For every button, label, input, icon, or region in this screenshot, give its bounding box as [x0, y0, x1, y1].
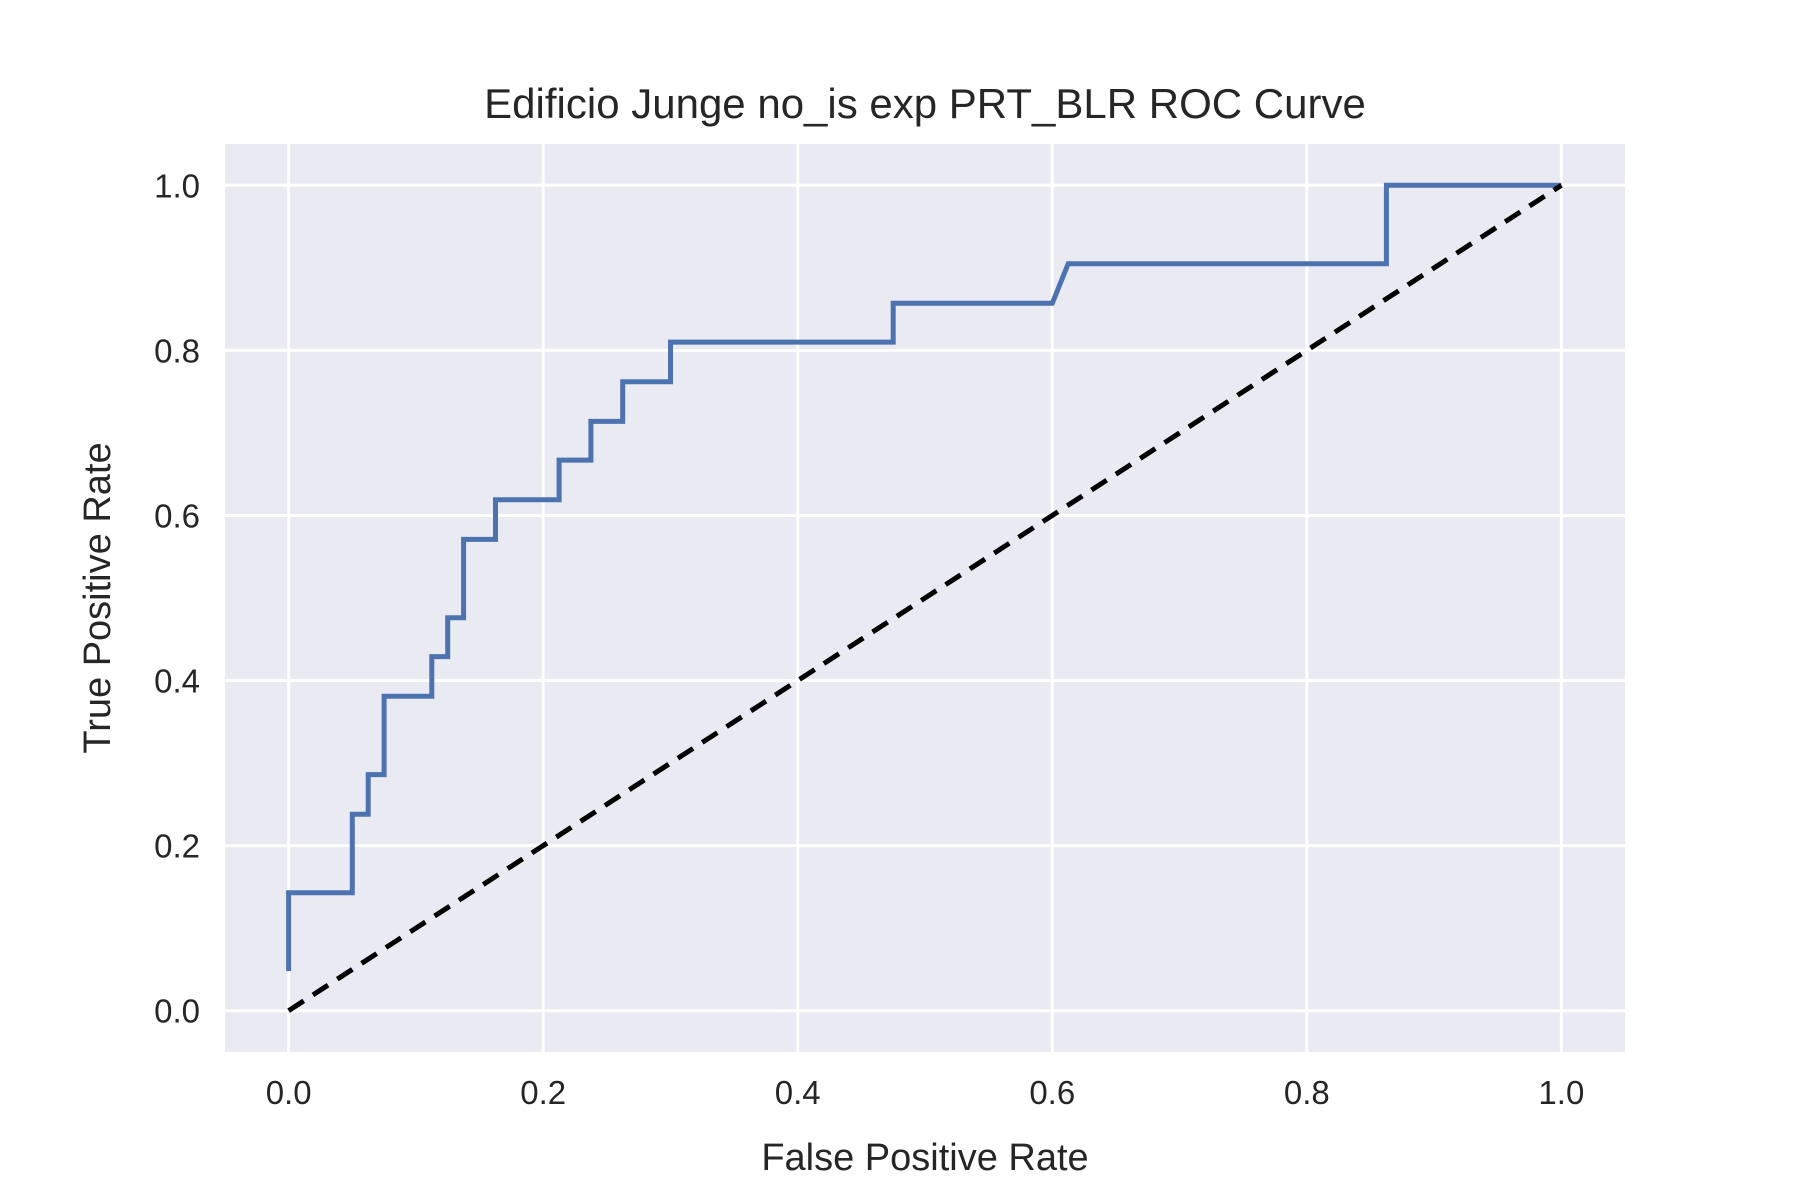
grid-lines: [225, 144, 1625, 1052]
y-tick-label: 0.4: [154, 663, 200, 700]
y-tick-label: 0.6: [154, 497, 200, 534]
y-tick-label: 0.2: [154, 828, 200, 865]
y-axis-label: True Positive Rate: [77, 442, 119, 753]
x-tick-label: 1.0: [1538, 1074, 1584, 1111]
y-tick-label: 0.8: [154, 332, 200, 369]
x-axis-label: False Positive Rate: [761, 1137, 1088, 1179]
tick-labels: 0.0 0.2 0.4 0.6 0.8 1.0 0.0 0.2 0.4 0.6 0.8 1.0: [154, 167, 1584, 1111]
x-tick-label: 0.4: [775, 1074, 821, 1111]
x-tick-label: 0.6: [1029, 1074, 1075, 1111]
y-tick-label: 0.0: [154, 993, 200, 1030]
chart-title: Edificio Junge no_is exp PRT_BLR ROC Cur…: [484, 80, 1366, 127]
x-tick-label: 0.2: [520, 1074, 566, 1111]
series-layer: [286, 182, 1563, 1013]
roc-curve-line: [286, 182, 1562, 972]
x-tick-label: 0.8: [1284, 1074, 1330, 1111]
chance-diagonal-line: [287, 183, 1563, 1013]
y-tick-label: 1.0: [154, 167, 200, 204]
x-tick-label: 0.0: [266, 1074, 312, 1111]
